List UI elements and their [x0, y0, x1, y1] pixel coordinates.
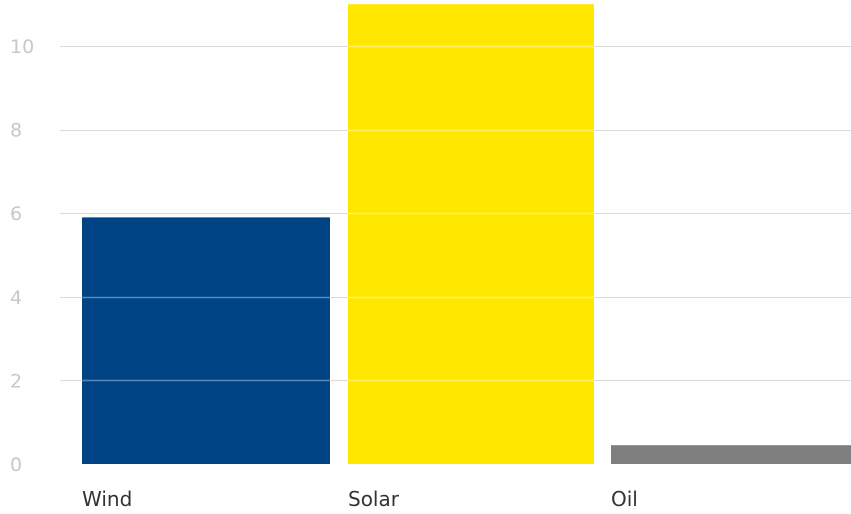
bar-oil: [611, 445, 851, 464]
y-axis-tick-labels: 0 2 4 6 8 10: [10, 36, 34, 476]
y-tick-label-10: 10: [10, 36, 34, 58]
y-tick-label-6: 6: [10, 203, 22, 225]
gridlines-over-bars: [82, 45, 594, 382]
x-tick-label-wind: Wind: [82, 487, 132, 511]
x-tick-label-solar: Solar: [348, 487, 400, 511]
bar-solar: [348, 4, 594, 464]
bars: [82, 4, 851, 464]
bar-wind: [82, 217, 330, 464]
x-axis-tick-labels: Wind Solar Oil: [82, 487, 638, 511]
y-tick-label-2: 2: [10, 370, 22, 392]
y-tick-label-4: 4: [10, 287, 22, 309]
y-tick-label-0: 0: [10, 454, 22, 476]
y-tick-label-8: 8: [10, 120, 22, 142]
x-tick-label-oil: Oil: [611, 487, 638, 511]
